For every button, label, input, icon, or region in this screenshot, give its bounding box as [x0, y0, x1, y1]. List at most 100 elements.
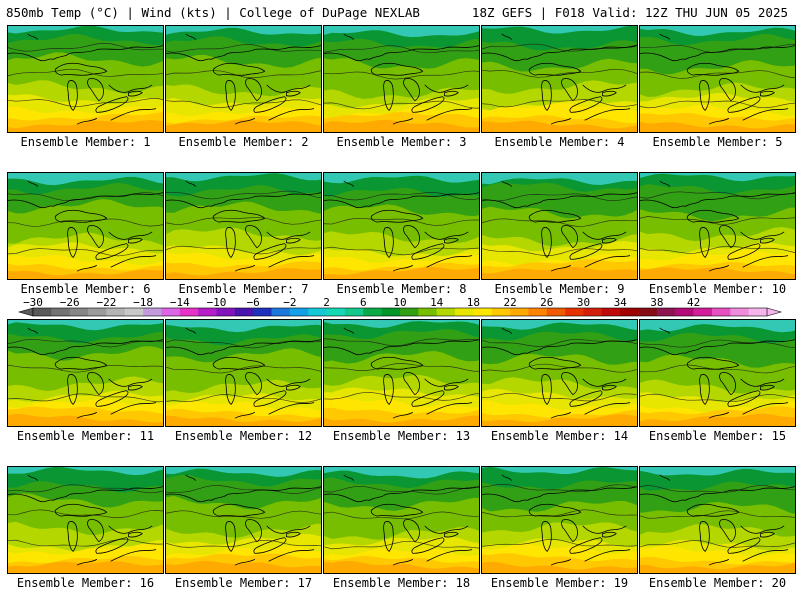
temperature-map: [640, 320, 795, 426]
ensemble-member-label: Ensemble Member: 1: [20, 135, 151, 149]
colorbar-tick-label: 14: [430, 298, 444, 309]
colorbar-swatch: [33, 308, 52, 316]
colorbar-tick-label: −30: [23, 298, 43, 309]
ensemble-member-label: Ensemble Member: 13: [332, 429, 471, 443]
colorbar-swatch: [400, 308, 419, 316]
colorbar-swatch: [161, 308, 181, 316]
colorbar-swatch: [88, 308, 107, 316]
colorbar-tick-label: −10: [207, 298, 227, 309]
ensemble-panel: [639, 172, 796, 280]
colorbar-swatch: [601, 308, 621, 316]
temperature-map: [640, 26, 795, 132]
colorbar-swatch: [106, 308, 126, 316]
temperature-map: [166, 467, 321, 573]
colorbar-swatch: [711, 308, 731, 316]
colorbar-tick-label: 2: [323, 298, 330, 309]
colorbar-swatch: [675, 308, 694, 316]
colorbar-tick-label: 30: [577, 298, 590, 309]
ensemble-member-label: Ensemble Member: 12: [174, 429, 313, 443]
temperature-map: [482, 26, 637, 132]
colorbar-swatch: [179, 308, 199, 316]
colorbar-tick-label: 6: [360, 298, 367, 309]
colorbar-swatch: [51, 308, 70, 316]
colorbar-swatch: [546, 308, 566, 316]
ensemble-panel: [639, 466, 796, 574]
ensemble-member-label: Ensemble Member: 20: [648, 576, 787, 590]
temperature-map: [324, 320, 479, 426]
ensemble-panel: [323, 172, 480, 280]
colorbar-tick-label: −22: [96, 298, 116, 309]
colorbar-tick-label: 18: [467, 298, 480, 309]
ensemble-member-label: Ensemble Member: 17: [174, 576, 313, 590]
valid-time-label: 18Z GEFS | F018 Valid: 12Z THU JUN 05 20…: [471, 5, 788, 20]
colorbar-swatch: [69, 308, 89, 316]
temperature-colorbar: −30 −26 −22 −18 −14 −10 −6 −2 2 6 10 14 18 22 26 30 34 38…: [17, 298, 783, 317]
colorbar-arrow-right: [766, 307, 783, 317]
colorbar-swatch: [198, 308, 217, 316]
ensemble-member-label: Ensemble Member: 16: [16, 576, 155, 590]
colorbar-tick-label: 42: [687, 298, 700, 309]
temperature-map: [8, 467, 163, 573]
ensemble-member-label: Ensemble Member: 6: [20, 282, 151, 296]
ensemble-panel: [639, 319, 796, 427]
colorbar-swatch: [436, 308, 456, 316]
ensemble-panel: [323, 25, 480, 133]
colorbar-swatch: [143, 308, 162, 316]
ensemble-member-label: Ensemble Member: 9: [494, 282, 625, 296]
colorbar-swatch: [491, 308, 511, 316]
colorbar-swatch: [510, 308, 529, 316]
ensemble-panel: [165, 319, 322, 427]
colorbar-swatch: [418, 308, 437, 316]
ensemble-panel: [481, 466, 638, 574]
ensemble-panel: [323, 466, 480, 574]
ensemble-panel: [7, 172, 164, 280]
colorbar-swatch: [289, 308, 309, 316]
colorbar-tick-label: −2: [283, 298, 296, 309]
ensemble-member-label: Ensemble Member: 18: [332, 576, 471, 590]
colorbar-swatch: [271, 308, 291, 316]
colorbar-tick-label: 22: [503, 298, 516, 309]
temperature-map: [482, 467, 637, 573]
colorbar-swatch: [308, 308, 327, 316]
colorbar-swatch: [326, 308, 346, 316]
colorbar-swatch: [381, 308, 401, 316]
ensemble-member-label: Ensemble Member: 19: [490, 576, 629, 590]
ensemble-member-label: Ensemble Member: 14: [490, 429, 629, 443]
figure-title: 850mb Temp (°C) | Wind (kts) | College o…: [6, 5, 420, 20]
colorbar-swatch: [455, 308, 474, 316]
temperature-map: [8, 173, 163, 279]
colorbar-tick-label: −14: [170, 298, 190, 309]
colorbar-swatch: [363, 308, 382, 316]
colorbar-swatch: [124, 308, 144, 316]
ensemble-panel: [165, 25, 322, 133]
ensemble-member-label: Ensemble Member: 11: [16, 429, 155, 443]
colorbar-swatch: [620, 308, 639, 316]
colorbar-swatch: [565, 308, 584, 316]
temperature-map: [482, 320, 637, 426]
colorbar-tick-label: 34: [614, 298, 628, 309]
ensemble-panel: [481, 319, 638, 427]
temperature-map: [324, 26, 479, 132]
temperature-map: [166, 320, 321, 426]
colorbar-tick-label: −6: [247, 298, 260, 309]
ensemble-panel: [481, 172, 638, 280]
ensemble-panel: [165, 466, 322, 574]
ensemble-panel: [323, 319, 480, 427]
ensemble-panel: [7, 466, 164, 574]
ensemble-member-label: Ensemble Member: 2: [178, 135, 309, 149]
temperature-map: [640, 173, 795, 279]
ensemble-panel: [7, 25, 164, 133]
ensemble-panel: [481, 25, 638, 133]
ensemble-member-label: Ensemble Member: 4: [494, 135, 625, 149]
colorbar-arrow-left: [17, 307, 34, 317]
ensemble-member-label: Ensemble Member: 3: [336, 135, 467, 149]
temperature-map: [8, 26, 163, 132]
ensemble-panel: [7, 319, 164, 427]
temperature-map: [482, 173, 637, 279]
temperature-map: [8, 320, 163, 426]
colorbar-swatch: [234, 308, 254, 316]
ensemble-member-label: Ensemble Member: 8: [336, 282, 467, 296]
colorbar-swatch: [528, 308, 548, 316]
colorbar-swatch: [583, 308, 603, 316]
